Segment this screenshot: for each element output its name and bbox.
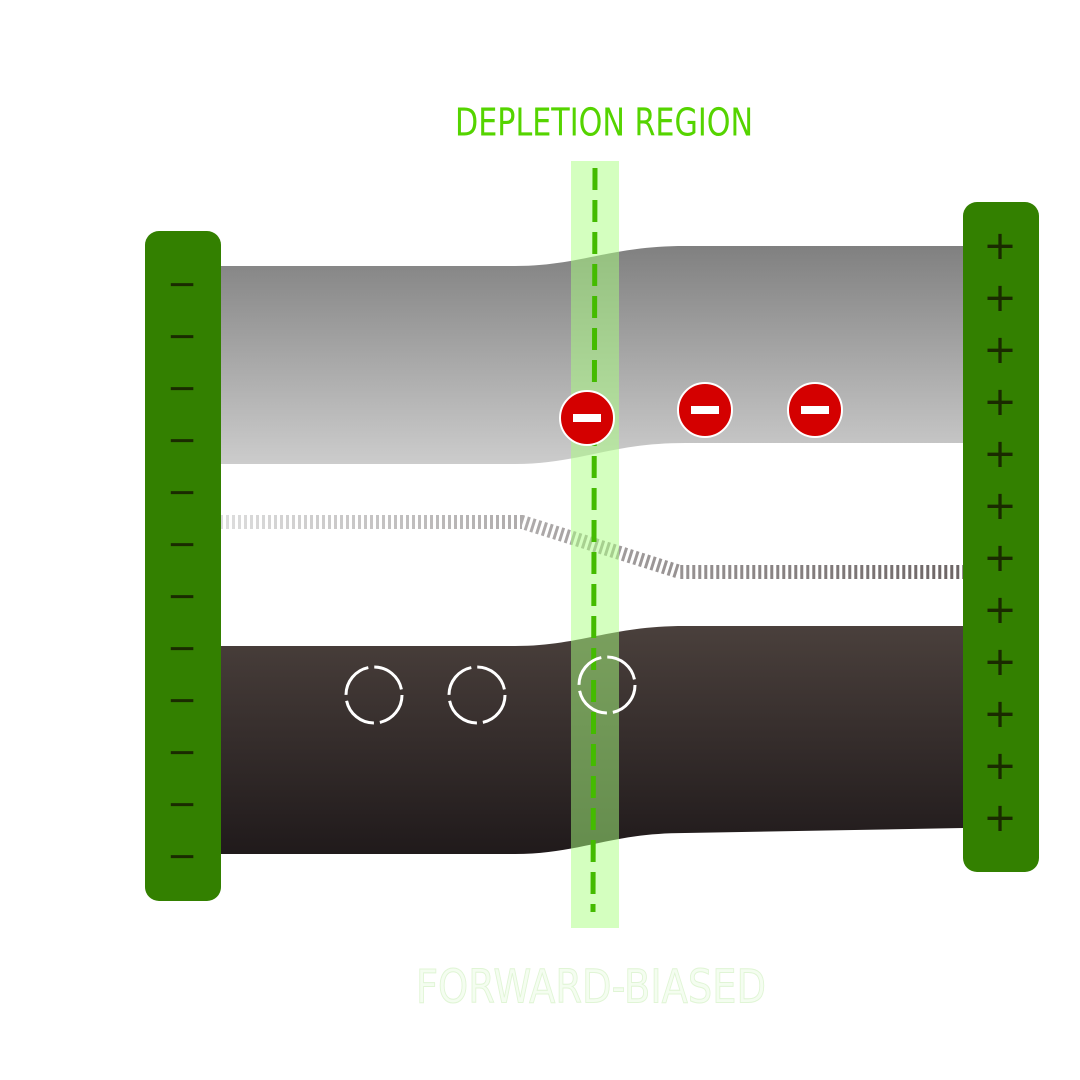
right-terminal bbox=[963, 202, 1039, 872]
electron bbox=[559, 390, 615, 446]
left-terminal bbox=[145, 231, 221, 901]
hole bbox=[577, 655, 637, 715]
plus-sign: + bbox=[983, 483, 1017, 529]
caption: FORWARD-BIASED bbox=[416, 960, 766, 1014]
plus-sign: + bbox=[983, 691, 1017, 737]
plus-sign: + bbox=[983, 275, 1017, 321]
plus-sign: + bbox=[983, 587, 1017, 633]
minus-sign: − bbox=[167, 680, 197, 721]
plus-sign: + bbox=[983, 431, 1017, 477]
electron bbox=[677, 382, 733, 438]
junction-line bbox=[590, 167, 598, 913]
minus-sign: − bbox=[167, 524, 197, 565]
plus-sign: + bbox=[983, 223, 1017, 269]
minus-sign: − bbox=[167, 628, 197, 669]
plus-sign: + bbox=[983, 535, 1017, 581]
minus-sign: − bbox=[167, 420, 197, 461]
plus-sign: + bbox=[983, 639, 1017, 685]
electron bbox=[787, 382, 843, 438]
minus-sign: − bbox=[167, 264, 197, 305]
minus-sign: − bbox=[167, 836, 197, 877]
plus-sign: + bbox=[983, 379, 1017, 425]
minus-sign: − bbox=[167, 576, 197, 617]
hole bbox=[344, 665, 404, 725]
minus-sign: − bbox=[167, 472, 197, 513]
minus-sign: − bbox=[167, 316, 197, 357]
hole bbox=[447, 665, 507, 725]
terminal-signs: − − − − − − − − − − − − + + + + + + + + + + + + bbox=[167, 223, 1017, 877]
depletion-region bbox=[571, 161, 619, 928]
minus-sign: − bbox=[167, 368, 197, 409]
title: DEPLETION REGION bbox=[455, 101, 753, 145]
plus-sign: + bbox=[983, 743, 1017, 789]
plus-sign: + bbox=[983, 327, 1017, 373]
plus-sign: + bbox=[983, 795, 1017, 841]
minus-sign: − bbox=[167, 784, 197, 825]
minus-sign: − bbox=[167, 732, 197, 773]
